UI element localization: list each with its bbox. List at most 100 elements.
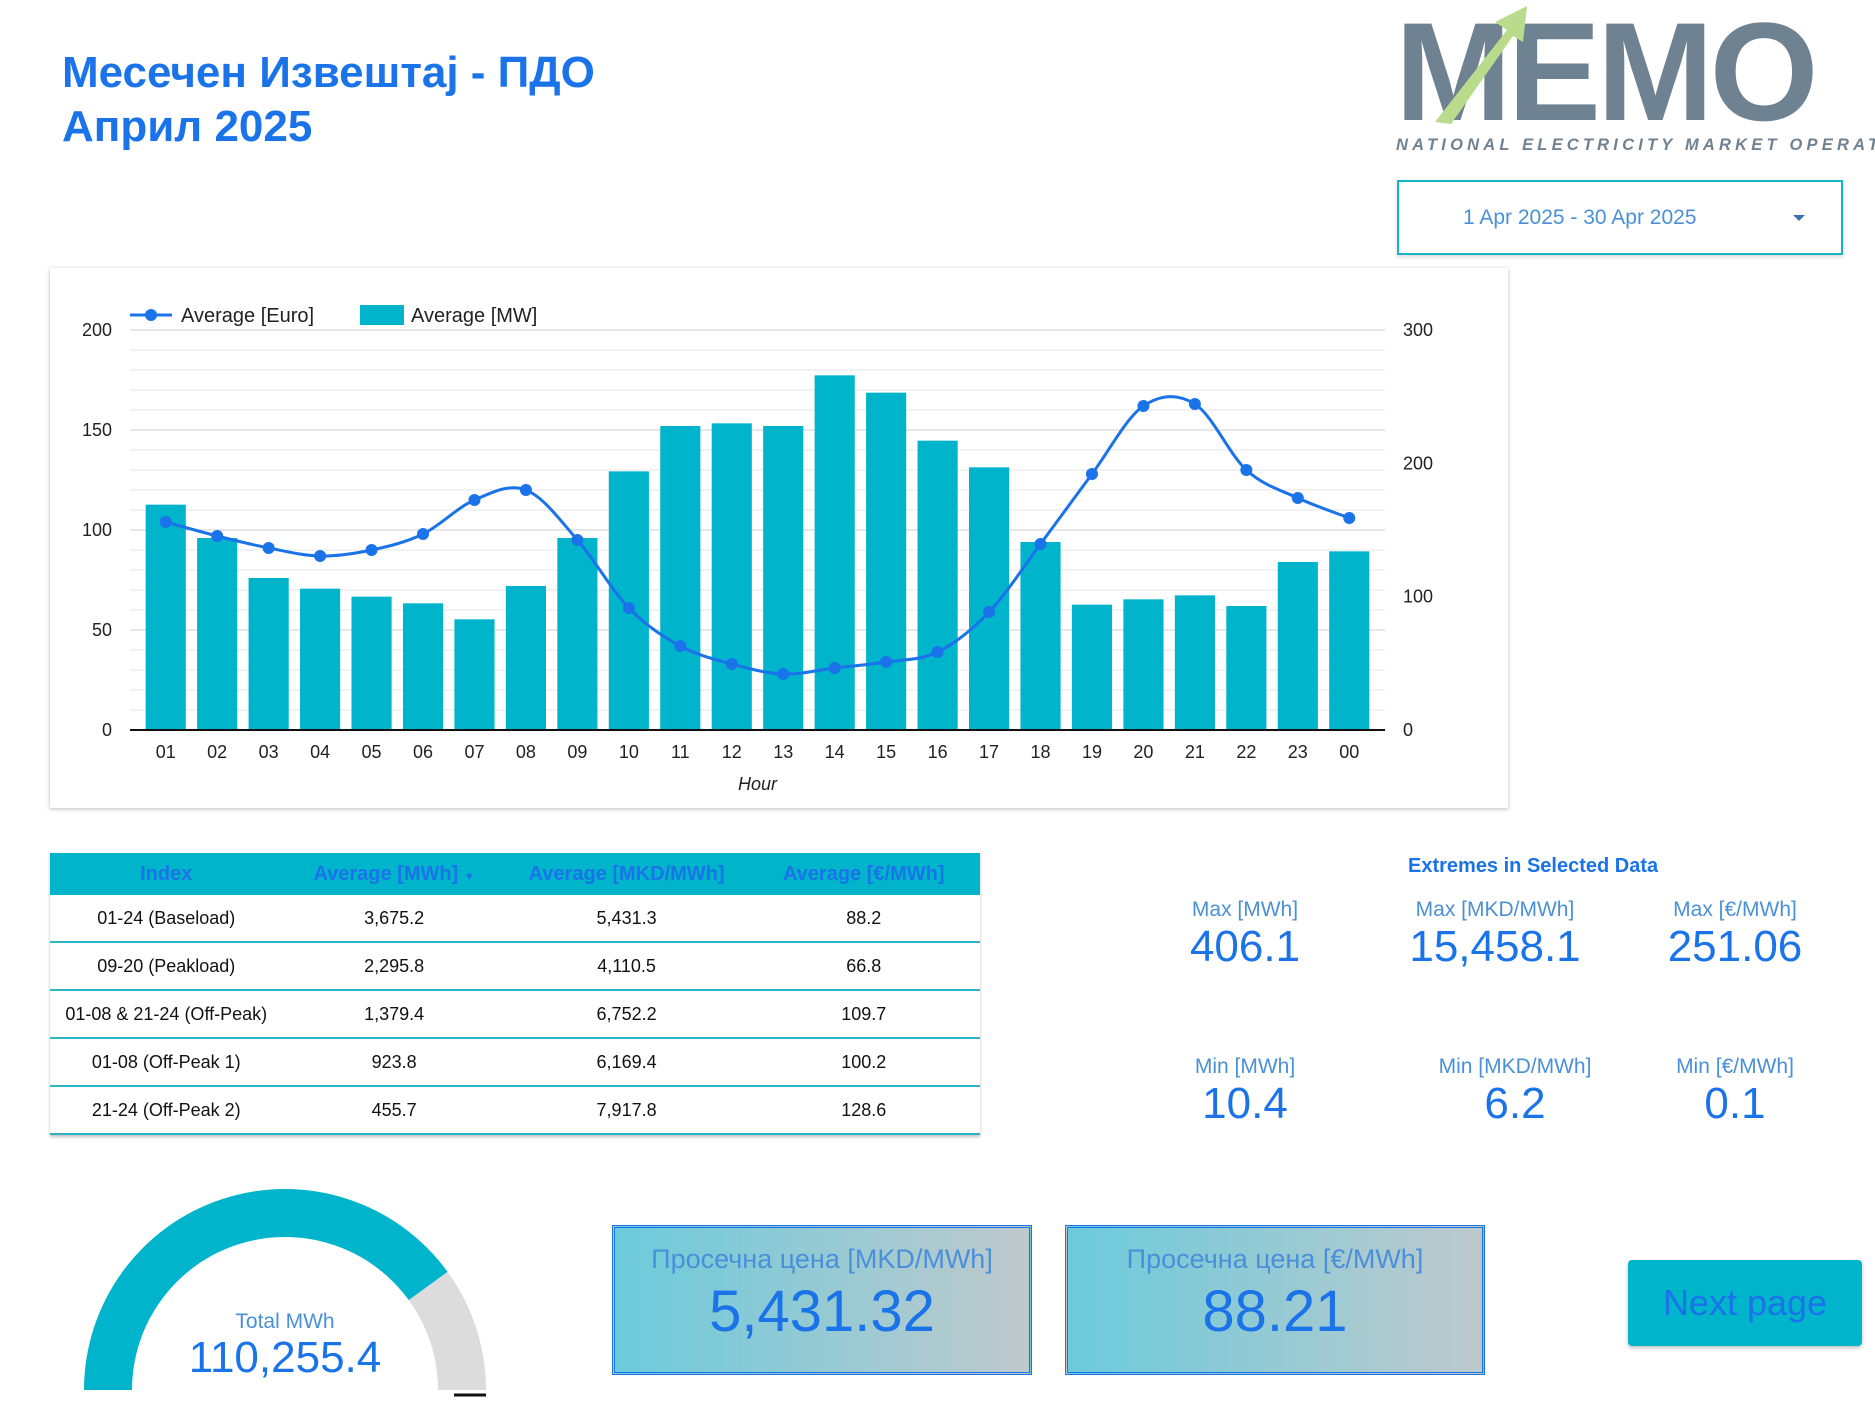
kpi-max-mwh: Max [MWh] 406.1 <box>1160 898 1330 972</box>
euro-point-21 <box>1188 398 1201 410</box>
bar-01 <box>145 504 186 730</box>
euro-point-23 <box>1291 492 1304 504</box>
total-mwh-gauge <box>84 1189 486 1397</box>
bar-05 <box>351 596 392 730</box>
x-tick-label: 00 <box>1339 742 1359 762</box>
col-header-avg-mwh-label: Average [MWh] <box>313 862 459 885</box>
legend-bar-swatch <box>360 305 404 325</box>
table-row: 09-20 (Peakload) 2,295.8 4,110.5 66.8 <box>50 942 980 991</box>
x-tick-label: 14 <box>825 742 845 762</box>
col-header-avg-eur[interactable]: Average [€/MWh] <box>747 853 980 895</box>
euro-point-04 <box>314 550 327 562</box>
gauge-fill-arc <box>84 1189 448 1390</box>
kpi-min-mkd-label: Min [MKD/MWh] <box>1438 1055 1592 1078</box>
euro-point-15 <box>880 656 893 668</box>
table-cell: 01-08 & 21-24 (Off-Peak) <box>50 990 283 1039</box>
bar-15 <box>866 392 907 730</box>
bar-18 <box>1020 542 1061 730</box>
logo-subtitle: NATIONAL ELECTRICITY MARKET OPERATOR <box>1396 136 1875 154</box>
euro-point-01 <box>159 516 172 528</box>
index-table-body: 01-24 (Baseload) 3,675.2 5,431.3 88.2 09-20 … <box>50 895 980 1135</box>
col-header-avg-mwh[interactable]: Average [MWh] ▼ <box>282 853 506 895</box>
x-tick-label: 16 <box>928 742 948 762</box>
bar-14 <box>814 375 855 730</box>
table-row: 01-24 (Baseload) 3,675.2 5,431.3 88.2 <box>50 895 980 943</box>
y-right-tick-label: 300 <box>1403 320 1433 340</box>
bar-12 <box>711 423 752 730</box>
avg-price-eur-card: Просечна цена [€/MWh] 88.21 <box>1065 1225 1485 1375</box>
kpi-max-eur-value: 251.06 <box>1667 922 1803 971</box>
bar-00 <box>1329 551 1370 730</box>
bar-06 <box>402 603 444 730</box>
y-left-tick-label: 0 <box>102 720 112 740</box>
euro-point-05 <box>365 544 378 556</box>
table-cell: 128.6 <box>747 1086 980 1135</box>
x-tick-label: 18 <box>1031 742 1051 762</box>
x-tick-label: 19 <box>1082 742 1102 762</box>
bar-09 <box>557 538 598 730</box>
kpi-min-mwh: Min [MWh] 10.4 <box>1160 1055 1330 1129</box>
table-cell: 21-24 (Off-Peak 2) <box>50 1086 283 1135</box>
table-cell: 455.7 <box>282 1086 506 1135</box>
table-cell: 01-24 (Baseload) <box>50 895 283 943</box>
report-title-line1: Месечен Извештај - ПДО <box>62 48 595 97</box>
legend-label-mw: Average [MW] <box>411 305 537 327</box>
x-tick-label: 15 <box>876 742 896 762</box>
x-tick-label: 21 <box>1185 742 1205 762</box>
bar-22 <box>1226 606 1267 730</box>
table-cell: 6,752.2 <box>505 990 748 1039</box>
sort-desc-icon: ▼ <box>463 870 475 883</box>
bar-19 <box>1071 604 1113 730</box>
report-title: Месечен Извештај - ПДО Април 2025 <box>62 46 595 154</box>
extremes-title: Extremes in Selected Data <box>1408 855 1659 877</box>
y-left-tick-label: 100 <box>82 520 112 540</box>
table-header-row: Index Average [MWh] ▼ Average [MKD/MWh] … <box>50 853 980 895</box>
x-tick-label: 12 <box>722 742 742 762</box>
hourly-chart-card: 0 50 100 150 200 0 100 200 300 01 02 03 04 05 06 07 08 09… <box>50 268 1508 808</box>
bar-13 <box>763 426 804 730</box>
bar-21 <box>1174 595 1215 730</box>
x-tick-label: 05 <box>362 742 382 762</box>
table-cell: 09-20 (Peakload) <box>50 942 283 991</box>
euro-point-10 <box>622 602 635 614</box>
x-tick-label: 01 <box>156 742 176 762</box>
avg-price-mkd-label: Просечна цена [MKD/MWh] <box>651 1244 993 1274</box>
bar-16 <box>917 440 958 730</box>
bar-02 <box>197 538 238 730</box>
euro-point-13 <box>777 668 790 680</box>
next-page-button[interactable]: Next page <box>1628 1260 1862 1346</box>
euro-point-11 <box>674 640 687 652</box>
table-cell: 66.8 <box>747 942 980 991</box>
col-header-index[interactable]: Index <box>50 853 283 895</box>
euro-point-17 <box>983 606 996 618</box>
gauge-label: Total MWh <box>235 1310 335 1333</box>
table-cell: 2,295.8 <box>282 942 506 991</box>
avg-price-mkd-card: Просечна цена [MKD/MWh] 5,431.32 <box>612 1225 1032 1375</box>
table-cell: 6,169.4 <box>505 1038 748 1087</box>
gauge-text: Total MWh 110,255.4 <box>85 1310 485 1382</box>
bar-11 <box>660 426 701 730</box>
euro-point-14 <box>828 662 841 674</box>
x-tick-label: 06 <box>413 742 433 762</box>
kpi-max-eur-label: Max [€/MWh] <box>1673 898 1797 921</box>
x-tick-label: 03 <box>259 742 279 762</box>
table-cell: 5,431.3 <box>505 895 748 943</box>
kpi-min-eur-label: Min [€/MWh] <box>1676 1055 1794 1078</box>
date-range-picker[interactable]: 1 Apr 2025 - 30 Apr 2025 <box>1397 180 1843 255</box>
dropdown-caret-icon <box>1793 214 1805 221</box>
kpi-max-mkd-value: 15,458.1 <box>1409 922 1581 971</box>
table-cell: 01-08 (Off-Peak 1) <box>50 1038 283 1087</box>
x-tick-label: 23 <box>1288 742 1308 762</box>
euro-point-02 <box>211 530 224 542</box>
bar-10 <box>608 471 649 730</box>
euro-line <box>165 395 1350 676</box>
report-title-line2: Април 2025 <box>62 102 313 151</box>
x-tick-label: 09 <box>567 742 587 762</box>
x-tick-label: 13 <box>773 742 793 762</box>
col-header-avg-mkd[interactable]: Average [MKD/MWh] <box>505 853 748 895</box>
table-row: 21-24 (Off-Peak 2) 455.7 7,917.8 128.6 <box>50 1086 980 1135</box>
table-cell: 88.2 <box>747 895 980 943</box>
euro-point-16 <box>931 646 944 658</box>
euro-point-06 <box>417 528 430 540</box>
logo-text: MEMO <box>1395 0 1815 150</box>
